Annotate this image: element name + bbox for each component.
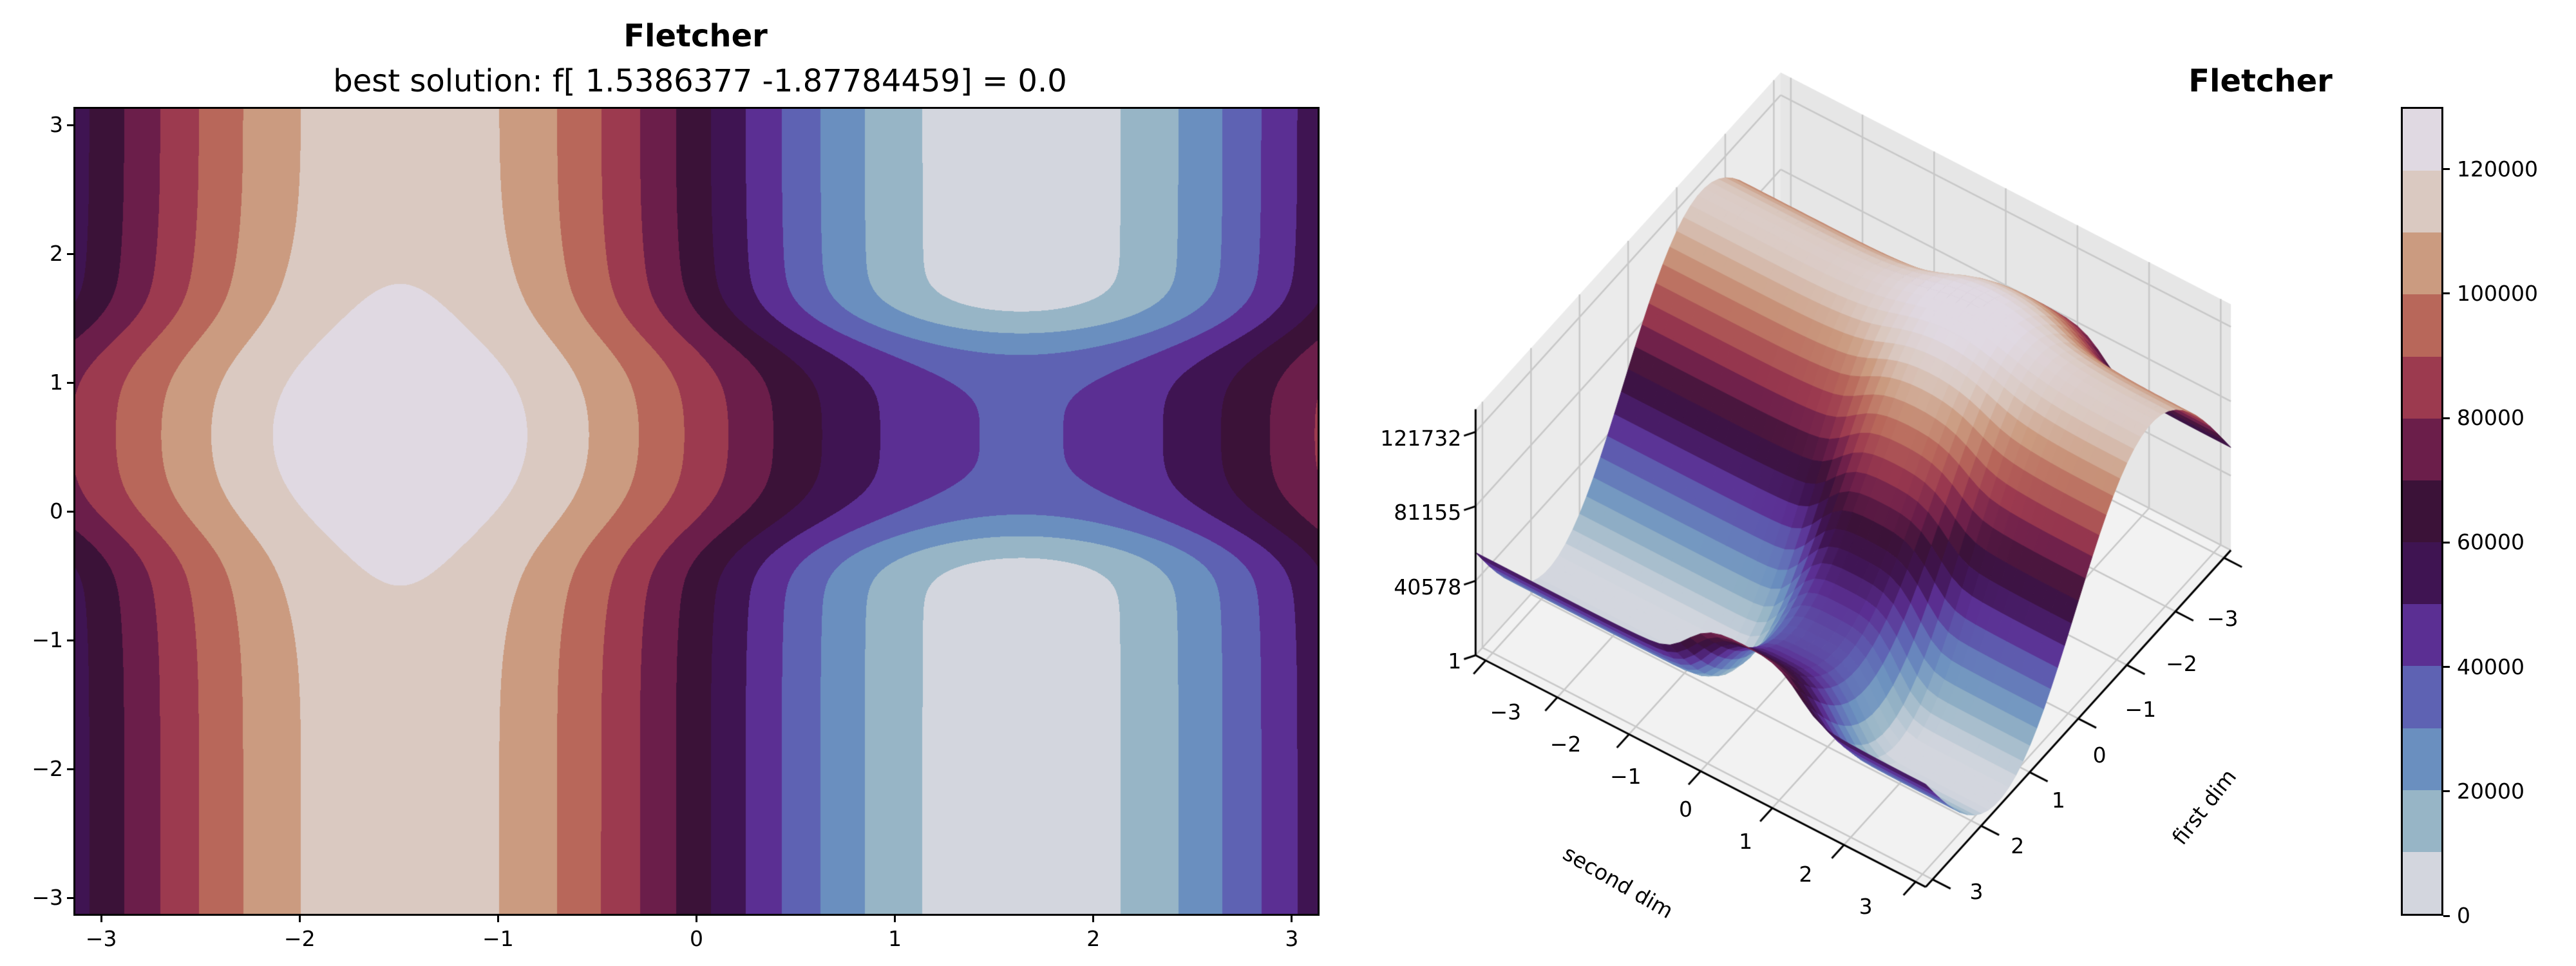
x-tick-label: −1 [482, 926, 514, 951]
surface-plot-3d [1340, 64, 2306, 966]
x-tick-mark [894, 916, 896, 922]
colorbar-band [2403, 851, 2441, 914]
colorbar-band [2403, 728, 2441, 790]
colorbar-tick-mark [2443, 914, 2450, 917]
first-dim-tick-label: −1 [2125, 696, 2157, 722]
colorbar-tick-mark [2443, 666, 2450, 668]
colorbar-tick-label: 80000 [2457, 405, 2524, 431]
contour-plot-axes [73, 107, 1320, 916]
second-dim-tick-label: 0 [1678, 796, 1692, 822]
x-tick-label: 2 [1086, 926, 1101, 951]
colorbar-band [2403, 480, 2441, 543]
y-tick-label: 0 [50, 498, 63, 524]
y-tick-mark [67, 639, 73, 641]
y-tick-mark [67, 896, 73, 899]
y-tick-label: −3 [32, 885, 63, 910]
colorbar-band [2403, 232, 2441, 295]
colorbar-band [2403, 604, 2441, 667]
second-dim-tick-label: −2 [1549, 731, 1582, 757]
colorbar-tick-mark [2443, 790, 2450, 793]
left-plot-subtitle: best solution: f[ 1.5386377 -1.87784459]… [333, 63, 1067, 99]
y-tick-mark [67, 252, 73, 255]
colorbar-band [2403, 356, 2441, 419]
colorbar-band [2403, 790, 2441, 852]
x-tick-mark [298, 916, 301, 922]
x-tick-mark [497, 916, 499, 922]
colorbar-tick-label: 40000 [2457, 654, 2524, 679]
first-dim-tick-label: −3 [2206, 605, 2239, 631]
left-plot-title: Fletcher [623, 18, 768, 54]
contour-fill [75, 109, 1318, 914]
colorbar-tick-label: 120000 [2457, 156, 2538, 182]
y-tick-mark [67, 768, 73, 770]
y-tick-mark [67, 381, 73, 384]
colorbar-band [2403, 171, 2441, 233]
first-dim-tick-label: 1 [2051, 788, 2065, 813]
z-tick-label: 121732 [1380, 425, 1462, 451]
first-dim-tick-label: 2 [2011, 833, 2025, 858]
y-tick-label: −1 [32, 627, 63, 652]
x-tick-mark [1092, 916, 1095, 922]
first-dim-tick-label: 0 [2092, 742, 2107, 768]
x-tick-mark [1291, 916, 1293, 922]
x-tick-label: 3 [1285, 926, 1299, 951]
x-tick-mark [100, 916, 102, 922]
x-tick-label: 1 [888, 926, 902, 951]
colorbar-band [2403, 666, 2441, 728]
x-tick-label: −2 [283, 926, 316, 951]
y-tick-label: 3 [50, 112, 63, 137]
colorbar-tick-mark [2443, 541, 2450, 544]
second-dim-tick-label: 3 [1859, 894, 1873, 920]
colorbar [2401, 107, 2443, 916]
colorbar-tick-label: 20000 [2457, 778, 2524, 804]
y-tick-label: −2 [32, 756, 63, 781]
colorbar-tick-mark [2443, 168, 2450, 171]
x-tick-label: −3 [85, 926, 117, 951]
colorbar-tick-label: 0 [2457, 903, 2470, 928]
second-dim-tick-label: 2 [1799, 861, 1813, 887]
second-dim-tick-label: 1 [1739, 829, 1753, 855]
x-tick-mark [696, 916, 697, 922]
x-tick-label: 0 [690, 926, 703, 951]
z-tick-label: 40578 [1394, 574, 1462, 600]
second-dim-tick-label: −1 [1609, 764, 1642, 790]
z-tick-label: 1 [1448, 649, 1462, 674]
colorbar-tick-label: 100000 [2457, 280, 2538, 306]
first-dim-tick-label: −2 [2166, 651, 2197, 677]
colorbar-tick-mark [2443, 417, 2450, 419]
colorbar-band [2403, 294, 2441, 357]
second-dim-tick-label: −3 [1490, 699, 1522, 724]
y-tick-mark [67, 510, 73, 513]
y-tick-mark [67, 124, 73, 126]
first-dim-tick-label: 3 [1969, 878, 1984, 904]
colorbar-band [2403, 418, 2441, 480]
colorbar-band [2403, 109, 2441, 171]
y-tick-label: 2 [50, 241, 63, 266]
colorbar-tick-label: 60000 [2457, 529, 2524, 555]
z-tick-label: 81155 [1394, 500, 1462, 526]
y-tick-label: 1 [50, 370, 63, 395]
colorbar-band [2403, 542, 2441, 605]
colorbar-tick-mark [2443, 292, 2450, 295]
